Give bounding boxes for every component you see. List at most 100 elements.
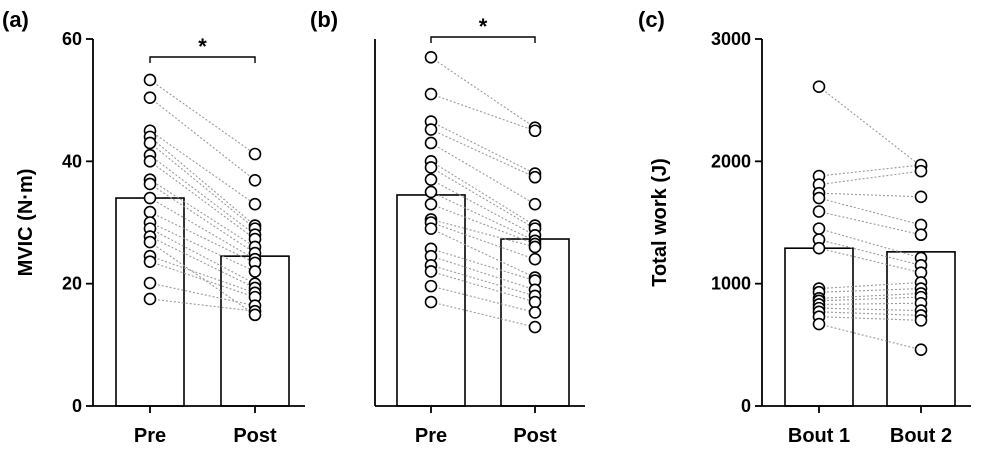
data-point [914, 343, 928, 357]
data-point [143, 255, 157, 268]
y-tick-label: 40 [62, 151, 82, 171]
significance-bracket [430, 36, 536, 43]
pair-line [818, 170, 922, 186]
data-point [528, 320, 542, 334]
pair-line [430, 203, 536, 245]
significance-marker: * [198, 34, 207, 59]
pair-line [818, 239, 922, 266]
y-tick-label: 0 [72, 396, 82, 416]
pair-line [818, 302, 922, 306]
pair-line [818, 307, 922, 312]
y-tick-label: 60 [62, 29, 82, 49]
pair-line [149, 255, 256, 294]
y-tick-label: 3000 [711, 29, 751, 49]
data-point [528, 252, 542, 266]
pair-line [818, 247, 922, 274]
y-tick-label: 20 [62, 274, 82, 294]
pair-line [149, 160, 256, 240]
pair-line [818, 316, 922, 321]
pair-line [430, 129, 536, 178]
pair-line [818, 210, 922, 236]
significance-bracket [149, 56, 256, 63]
x-tick-label: Bout 2 [890, 425, 952, 447]
pair-line [818, 311, 922, 317]
x-tick-label: Post [513, 425, 557, 447]
pair-line [149, 261, 256, 298]
pair-line [818, 86, 922, 167]
data-point [248, 197, 262, 211]
panel-a: (a) Pre Post 0 20 40 60 MVIC (N·m) * [2, 7, 305, 447]
pair-line [430, 301, 536, 328]
pair-line [149, 241, 256, 316]
y-axis-title: Total work (J) [649, 158, 671, 287]
data-point [914, 228, 928, 242]
data-point [812, 80, 826, 94]
pair-line [430, 228, 536, 279]
pair-line [149, 179, 256, 248]
data-point [812, 205, 826, 218]
data-point [812, 191, 826, 205]
data-point [914, 190, 928, 204]
panel-label: (a) [2, 7, 29, 32]
pair-line [149, 282, 256, 307]
pair-line [818, 288, 922, 293]
pair-line [149, 197, 256, 260]
pair-line [818, 323, 922, 351]
data-point [424, 51, 438, 64]
pair-line [430, 93, 536, 132]
pair-line [818, 296, 922, 302]
data-point [143, 177, 157, 191]
panel-c: (c) Bout 1 Bout 2 0 1000 2000 3000 Total work (… [638, 7, 971, 447]
pair-line [149, 298, 256, 312]
data-point [248, 173, 262, 187]
y-axis-title: MVIC (N·m) [15, 169, 37, 277]
data-point [424, 136, 438, 150]
significance-marker: * [479, 14, 488, 39]
data-point [528, 240, 542, 254]
pair-line [430, 56, 536, 129]
x-tick-label: Bout 1 [788, 425, 850, 447]
data-point [424, 265, 438, 278]
pair-line [149, 236, 256, 289]
data-point [424, 279, 438, 293]
pair-line [149, 136, 256, 226]
x-tick-label: Pre [415, 425, 447, 447]
pair-line [149, 211, 256, 264]
data-point [143, 155, 157, 168]
pair-line [430, 191, 536, 242]
data-point [248, 308, 262, 322]
data-point [424, 197, 438, 211]
data-point [812, 222, 826, 235]
data-point [914, 164, 928, 178]
data-point [424, 185, 438, 199]
data-point [248, 265, 262, 278]
pair-line [149, 79, 256, 155]
data-point [424, 222, 438, 235]
data-point [528, 306, 542, 319]
data-point [143, 235, 157, 249]
data-point [143, 276, 157, 290]
x-tick-label: Pre [134, 425, 166, 447]
data-point [914, 314, 928, 327]
data-point [812, 317, 826, 331]
pair-line [818, 281, 922, 290]
pair-line [818, 164, 922, 177]
data-point [424, 123, 438, 136]
panel-label: (b) [310, 7, 338, 32]
pair-line [149, 183, 256, 254]
data-point [528, 295, 542, 309]
data-point [528, 197, 542, 211]
panel-b: (b) Pre Post * [310, 7, 585, 447]
y-tick-label: 0 [741, 396, 751, 416]
x-tick-label: Post [233, 425, 277, 447]
pair-line [818, 292, 922, 299]
pair-line [430, 160, 536, 227]
pair-line [430, 285, 536, 313]
data-point [143, 292, 157, 306]
pair-line [818, 192, 922, 198]
pair-line [430, 121, 536, 175]
data-point [143, 205, 157, 219]
pair-line [149, 142, 256, 230]
pair-line [818, 228, 922, 259]
